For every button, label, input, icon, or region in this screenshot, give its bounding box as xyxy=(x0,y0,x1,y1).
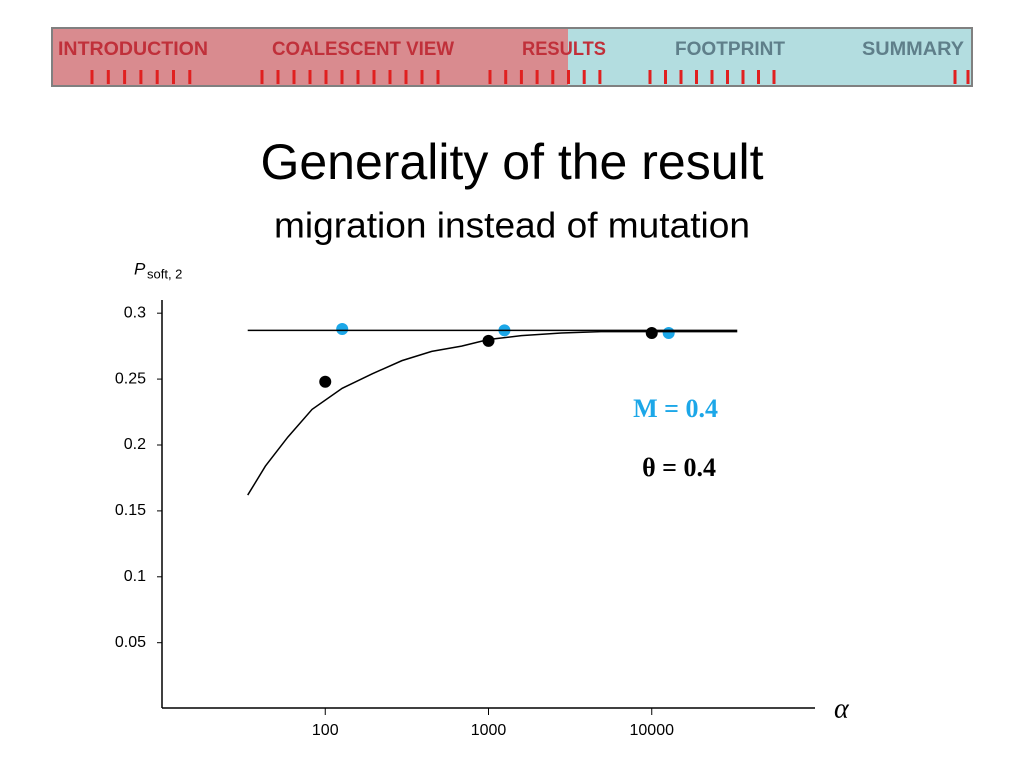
x-tick-label: 1000 xyxy=(471,722,507,739)
title: Generality of the result xyxy=(260,134,763,190)
y-tick-label: 0.1 xyxy=(124,568,146,585)
nav-todo xyxy=(568,28,972,86)
curve xyxy=(247,330,738,496)
nav-frame xyxy=(51,27,973,87)
nav-item[interactable]: SUMMARY xyxy=(862,39,964,60)
nav-item[interactable]: INTRODUCTION xyxy=(58,39,208,60)
nav-ticks xyxy=(90,70,970,84)
y-tick-label: 0.2 xyxy=(124,436,146,453)
x-tick-label: 100 xyxy=(312,722,339,739)
x-tick-label: 10000 xyxy=(630,722,675,739)
annotation: θ = 0.4 xyxy=(642,453,716,482)
y-tick-label: 0.05 xyxy=(115,634,146,651)
subtitle: migration instead of mutation xyxy=(274,205,750,246)
y-tick-label: 0.25 xyxy=(115,370,146,387)
point xyxy=(319,375,332,388)
nav-item[interactable]: FOOTPRINT xyxy=(675,39,785,60)
point xyxy=(336,322,349,335)
y-label: P xyxy=(134,259,146,278)
nav-item[interactable]: RESULTS xyxy=(522,39,606,60)
y-tick-label: 0.3 xyxy=(124,304,146,321)
point xyxy=(662,326,675,339)
y-label-sub: soft, 2 xyxy=(147,266,182,281)
y-tick-label: 0.15 xyxy=(115,502,146,519)
point xyxy=(645,326,658,339)
point xyxy=(482,334,495,347)
annotation: M = 0.4 xyxy=(633,394,718,423)
nav-item[interactable]: COALESCENT VIEW xyxy=(272,39,454,60)
x-label: α xyxy=(834,693,850,724)
